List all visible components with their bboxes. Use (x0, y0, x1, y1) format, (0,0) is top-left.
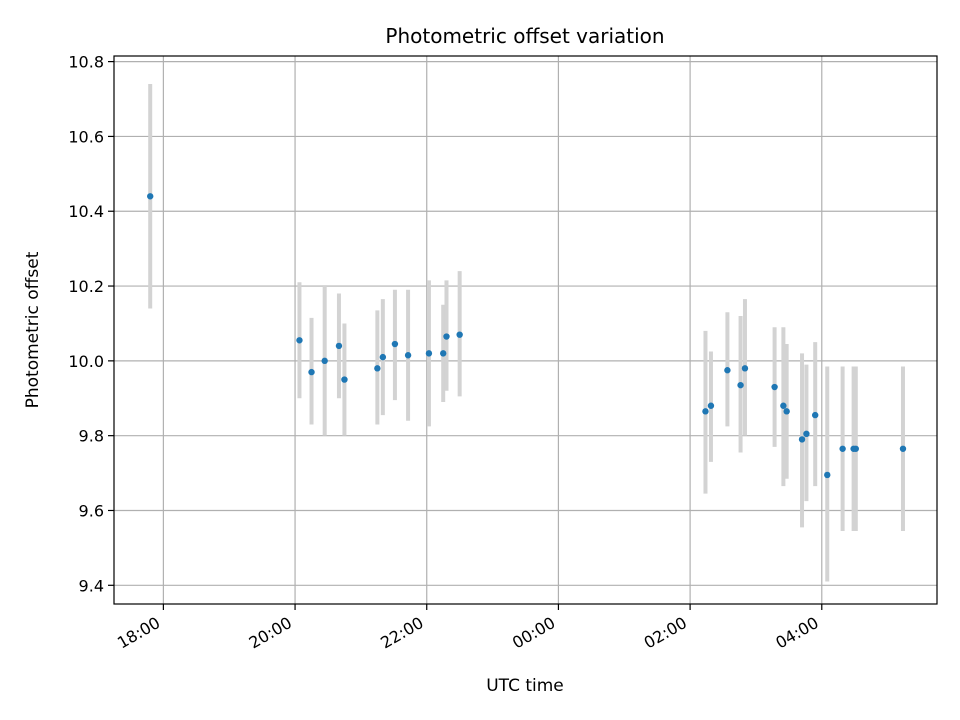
plot-frame (113, 55, 938, 605)
data-point (839, 445, 846, 452)
data-point (741, 365, 749, 372)
data-point (780, 402, 787, 409)
data-point (374, 365, 381, 372)
data-point (702, 408, 709, 415)
data-point (404, 352, 412, 359)
y-axis-label: Photometric offset (23, 251, 43, 408)
data-point (321, 357, 328, 365)
data-point (440, 350, 447, 357)
data-point (147, 193, 154, 200)
data-point (724, 367, 731, 374)
y-tick-label: 9.4 (79, 576, 104, 595)
x-tick-label: 22:00 (377, 613, 426, 653)
data-point (824, 471, 831, 479)
data-point (379, 353, 387, 361)
data-points (147, 193, 907, 479)
y-tick-label: 9.6 (79, 501, 104, 520)
data-point (771, 383, 778, 391)
data-point (296, 337, 303, 344)
y-tick-label: 10.4 (68, 202, 104, 221)
x-axis-label: UTC time (486, 676, 564, 696)
error-bars (148, 84, 905, 582)
y-tick-label: 10.2 (68, 277, 104, 296)
data-point (783, 408, 790, 415)
data-point (737, 381, 744, 389)
data-point (852, 445, 859, 452)
data-point (341, 376, 348, 383)
x-tick-label: 00:00 (509, 613, 558, 653)
x-tick-label: 04:00 (772, 613, 821, 653)
y-tick-label: 10.8 (68, 53, 104, 72)
chart-title: Photometric offset variation (385, 24, 664, 48)
x-tick-label: 02:00 (641, 613, 690, 653)
data-point (308, 368, 315, 376)
data-point (335, 342, 343, 350)
grid-lines (114, 56, 937, 604)
data-point (798, 436, 806, 443)
data-point (899, 445, 907, 452)
y-tick-label: 9.8 (79, 427, 104, 446)
data-point (803, 430, 810, 438)
data-point (425, 350, 433, 357)
data-point (443, 333, 450, 340)
y-tick-label: 10.6 (68, 127, 104, 146)
x-tick-label: 18:00 (114, 613, 163, 653)
data-point (456, 331, 463, 338)
y-tick-label: 10.0 (68, 352, 104, 371)
data-point (811, 411, 819, 419)
x-tick-label: 20:00 (246, 613, 295, 653)
data-point (391, 340, 399, 348)
data-point (707, 402, 715, 409)
